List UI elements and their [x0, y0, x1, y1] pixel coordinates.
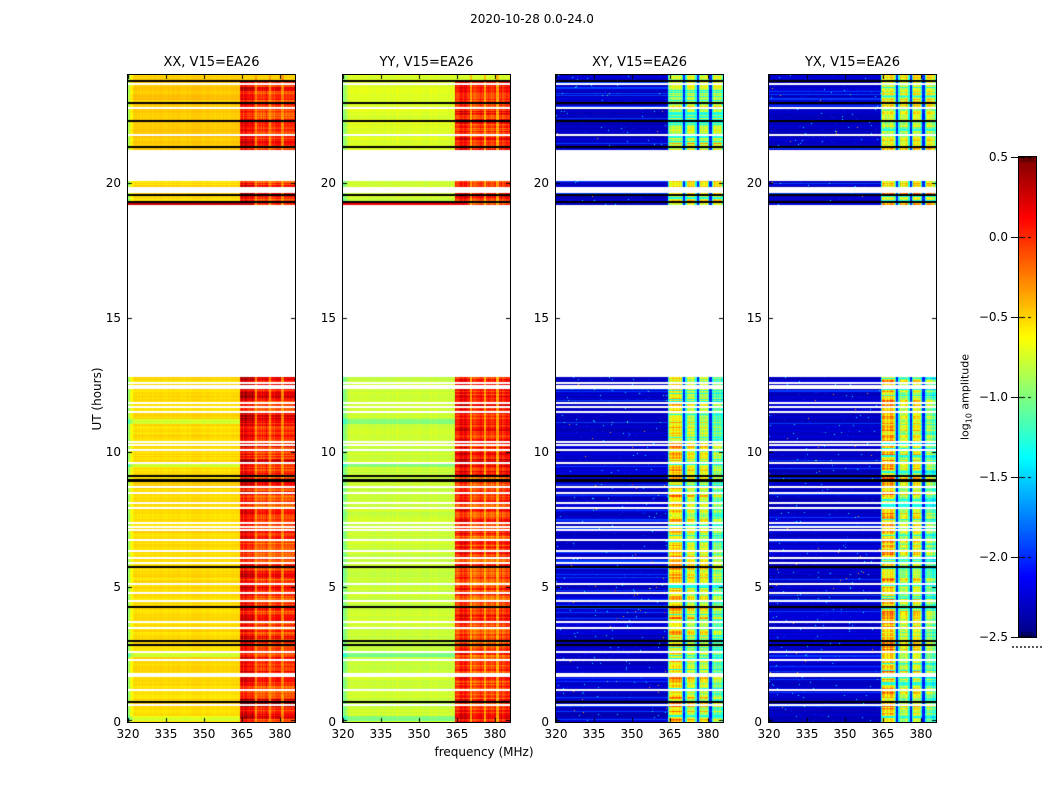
x-tick-label: 350 [833, 727, 857, 741]
x-tick-label: 335 [154, 727, 178, 741]
heatmap-yy [343, 75, 510, 722]
colorbar-label: log10 amplitude [958, 354, 973, 440]
colorbar-tick-label: −1.5 [978, 469, 1008, 484]
colorbar-label-post: amplitude [958, 353, 972, 414]
x-tick-label: 335 [582, 727, 606, 741]
figure-title: 2020-10-28 0.0-24.0 [470, 12, 594, 26]
y-tick-label: 10 [746, 445, 762, 460]
y-tick-label: 20 [320, 175, 336, 190]
x-tick-label: 320 [544, 727, 568, 741]
colorbar-tick-mark [1011, 557, 1018, 558]
x-tick-label: 380 [483, 727, 507, 741]
x-tick-label: 365 [445, 727, 469, 741]
panel-xx [127, 74, 296, 723]
heatmap-xx [128, 75, 295, 722]
colorbar-tick-label: −0.5 [978, 309, 1008, 324]
panel-yy [342, 74, 511, 723]
y-tick-label: 0 [754, 715, 762, 729]
panel-title-yy: YY, V15=EA26 [379, 55, 474, 70]
colorbar-tick-mark [1011, 157, 1018, 158]
y-tick-label: 5 [754, 580, 762, 595]
y-tick-label: 5 [328, 580, 336, 595]
x-tick-label: 365 [230, 727, 254, 741]
x-tick-label: 365 [871, 727, 895, 741]
colorbar-label-sub: 10 [964, 413, 974, 424]
x-tick-label: 380 [268, 727, 292, 741]
panel-yx [768, 74, 937, 723]
x-tick-label: 350 [407, 727, 431, 741]
x-tick-label: 320 [757, 727, 781, 741]
colorbar-tick-label: −1.0 [978, 389, 1008, 404]
colorbar-tick-mark [1011, 237, 1018, 238]
y-tick-label: 20 [105, 175, 121, 190]
colorbar-label-pre: log [958, 423, 972, 441]
x-axis-label: frequency (MHz) [434, 745, 534, 759]
panel-title-xy: XY, V15=EA26 [591, 55, 688, 70]
x-tick-label: 335 [369, 727, 393, 741]
x-tick-label: 350 [192, 727, 216, 741]
y-tick-label: 5 [113, 580, 121, 595]
x-tick-label: 320 [116, 727, 140, 741]
heatmap-xy [556, 75, 723, 722]
panel-xy [555, 74, 724, 723]
x-tick-label: 335 [795, 727, 819, 741]
colorbar-tick-mark [1011, 397, 1018, 398]
colorbar-tick-label: 0.5 [988, 149, 1008, 164]
colorbar-tick-label: 0.0 [988, 229, 1008, 244]
colorbar-tick-mark [1011, 477, 1018, 478]
panel-title-xx: XX, V15=EA26 [163, 55, 260, 70]
colorbar [1018, 156, 1037, 638]
colorbar-tick-mark [1011, 317, 1018, 318]
heatmap-yx [769, 75, 936, 722]
y-tick-label: 0 [113, 715, 121, 729]
y-tick-label: 10 [533, 445, 549, 460]
y-tick-label: 15 [533, 310, 549, 325]
colorbar-tick-mark [1011, 637, 1018, 638]
x-tick-label: 350 [620, 727, 644, 741]
y-tick-label: 0 [328, 715, 336, 729]
y-tick-label: 15 [746, 310, 762, 325]
y-tick-label: 20 [533, 175, 549, 190]
x-tick-label: 365 [658, 727, 682, 741]
panel-title-yx: YX, V15=EA26 [804, 55, 901, 70]
y-axis-label: UT (hours) [90, 367, 104, 431]
y-tick-label: 15 [320, 310, 336, 325]
y-tick-label: 20 [746, 175, 762, 190]
colorbar-tick-label: −2.5 [978, 629, 1008, 644]
y-tick-label: 10 [105, 445, 121, 460]
colorbar-tick-label: −2.0 [978, 549, 1008, 564]
colorbar-gradient [1019, 157, 1036, 637]
x-tick-label: 380 [909, 727, 933, 741]
x-tick-label: 380 [696, 727, 720, 741]
x-tick-label: 320 [331, 727, 355, 741]
y-tick-label: 10 [320, 445, 336, 460]
colorbar-underflow-dots [1012, 646, 1042, 648]
y-tick-label: 15 [105, 310, 121, 325]
y-tick-label: 5 [541, 580, 549, 595]
y-tick-label: 0 [541, 715, 549, 729]
